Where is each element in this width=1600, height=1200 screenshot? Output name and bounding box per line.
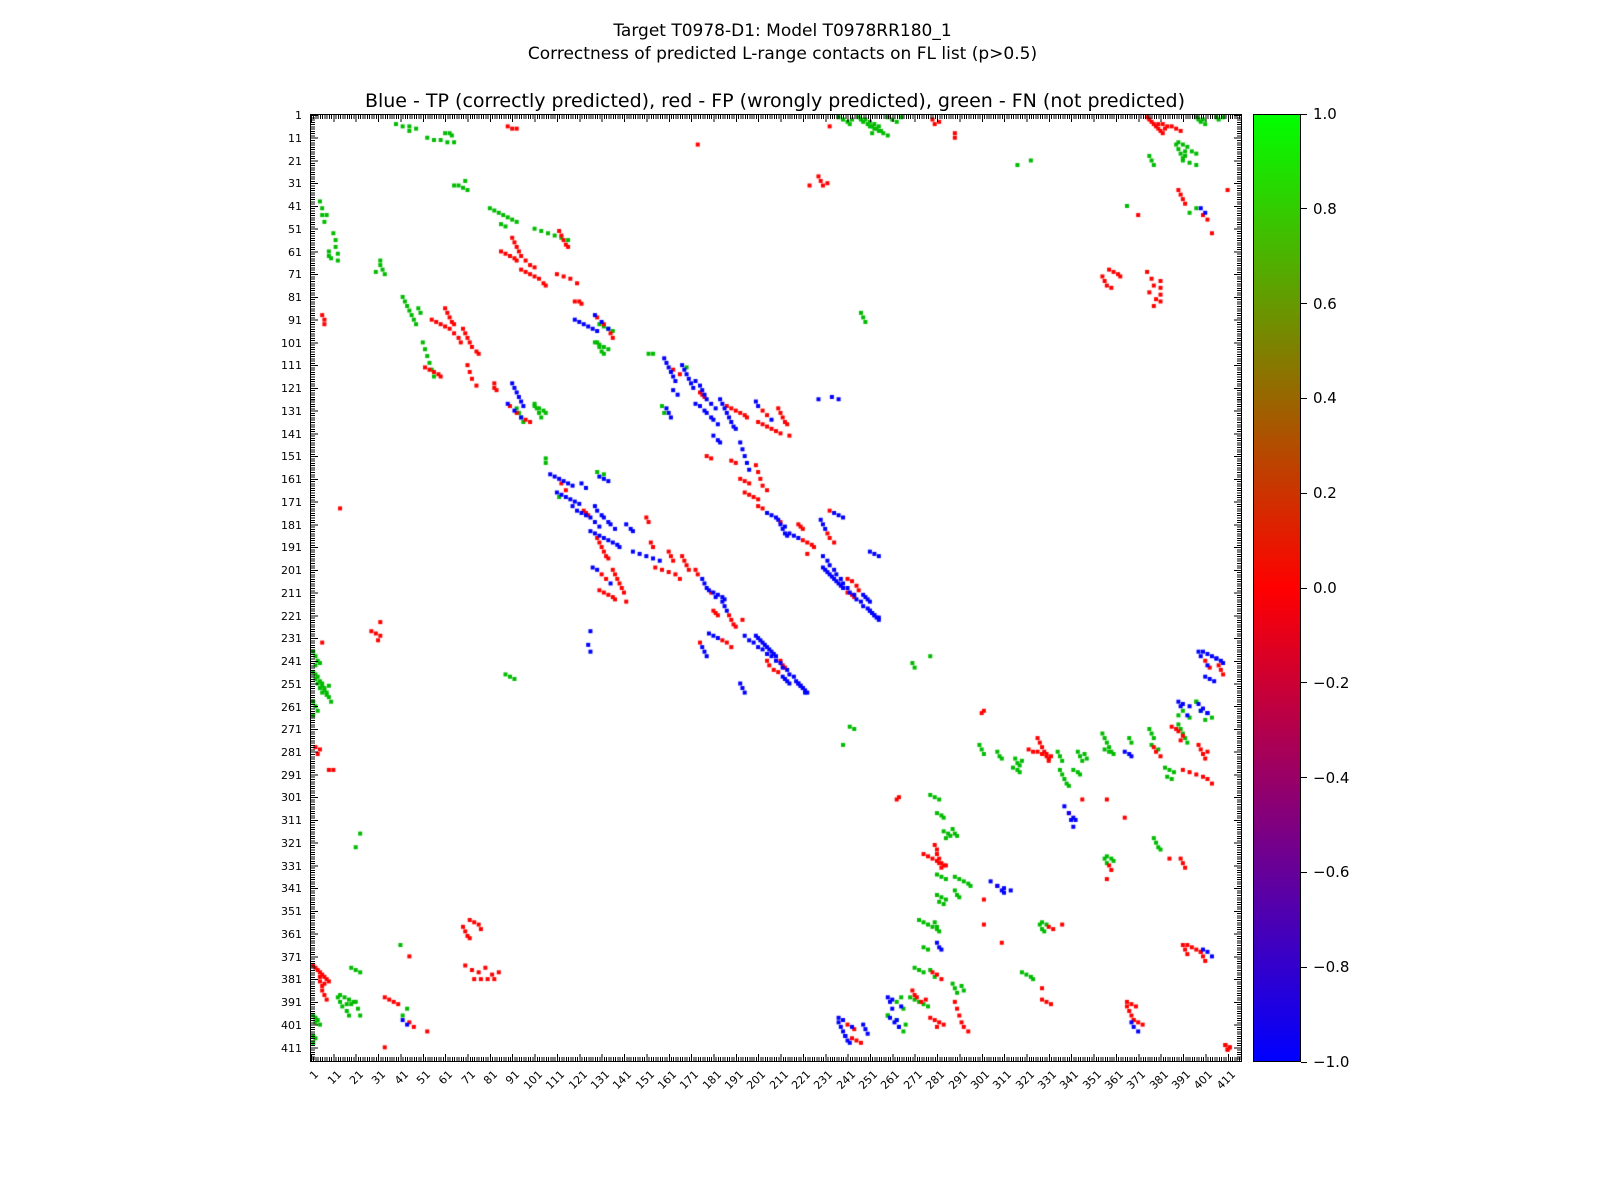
y-tick-label: 311 <box>281 814 302 828</box>
y-tick-label: 251 <box>281 677 302 691</box>
y-tick-label: 241 <box>281 655 302 669</box>
y-tick-label: 91 <box>288 313 302 327</box>
y-tick-label: 11 <box>288 132 302 145</box>
y-tick-label: 111 <box>281 359 302 373</box>
y-tick-label: 1 <box>295 109 302 123</box>
colorbar-tick-label: 0.6 <box>1313 294 1337 313</box>
y-tick-label: 171 <box>281 495 302 509</box>
colorbar-tick-mark <box>1301 303 1307 305</box>
colorbar-tick-label: −0.4 <box>1313 768 1350 787</box>
colorbar-gradient <box>1253 114 1301 1062</box>
colorbar-tick-label: −1.0 <box>1313 1053 1350 1071</box>
y-tick-label: 351 <box>281 905 302 919</box>
y-tick-label: 301 <box>281 791 302 805</box>
y-tick-label: 101 <box>281 336 302 350</box>
y-tick-label: 141 <box>281 427 302 441</box>
colorbar-tick-mark <box>1301 113 1307 115</box>
colorbar-tick-mark <box>1301 682 1307 684</box>
colorbar-tick-label: 0.8 <box>1313 199 1337 218</box>
figure-title-line2: Correctness of predicted L-range contact… <box>527 44 1038 64</box>
y-tick-label: 371 <box>281 950 302 964</box>
axes-title-legend: Blue - TP (correctly predicted), red - F… <box>364 90 1186 112</box>
colorbar-tick-mark <box>1301 777 1307 779</box>
y-tick-label: 221 <box>281 609 302 623</box>
y-tick-label: 331 <box>281 859 302 873</box>
y-tick-label: 31 <box>288 177 302 191</box>
colorbar-tick-mark <box>1301 492 1307 494</box>
y-tick-label: 61 <box>288 245 302 259</box>
contact-map-canvas <box>311 115 1241 1061</box>
y-tick-label: 361 <box>281 927 302 941</box>
plot-area <box>310 114 1242 1062</box>
colorbar-tick-label: 0.0 <box>1313 579 1337 597</box>
y-tick-label: 161 <box>281 473 302 487</box>
y-tick-label: 291 <box>281 768 302 782</box>
colorbar-tick-mark <box>1301 966 1307 968</box>
y-tick-label: 231 <box>281 632 302 646</box>
y-tick-label: 321 <box>281 836 302 850</box>
y-tick-label: 281 <box>281 746 302 759</box>
colorbar-tick-mark <box>1301 208 1307 210</box>
y-tick-label: 181 <box>281 518 302 532</box>
colorbar-tick-label: −0.2 <box>1313 673 1350 692</box>
y-tick-label: 121 <box>281 382 302 396</box>
y-tick-label: 51 <box>288 222 302 236</box>
colorbar-tick-label: −0.8 <box>1313 958 1350 977</box>
y-tick-label: 71 <box>288 268 302 282</box>
colorbar-tick-label: 1.0 <box>1313 105 1337 123</box>
y-tick-label: 151 <box>281 450 302 464</box>
colorbar-tick-label: −0.6 <box>1313 863 1350 882</box>
y-tick-label: 191 <box>281 541 302 555</box>
colorbar-tick-label: 0.2 <box>1313 484 1337 503</box>
y-tick-label: 211 <box>281 586 302 600</box>
y-tick-label: 261 <box>281 700 302 714</box>
y-tick-label: 411 <box>281 1041 302 1055</box>
y-tick-label: 201 <box>281 564 302 578</box>
y-tick-label: 391 <box>281 996 302 1010</box>
y-tick-label: 401 <box>281 1018 302 1032</box>
y-tick-label: 41 <box>288 200 302 214</box>
colorbar-tick-mark <box>1301 1061 1307 1063</box>
y-tick-label: 381 <box>281 973 302 987</box>
figure-title-line1: Target T0978-D1: Model T0978RR180_1 <box>613 21 952 41</box>
y-tick-label: 81 <box>288 291 302 305</box>
colorbar-tick-mark <box>1301 397 1307 399</box>
y-tick-label: 341 <box>281 882 302 896</box>
y-tick-label: 271 <box>281 723 302 737</box>
colorbar-tick-label: 0.4 <box>1313 389 1337 408</box>
y-tick-label: 131 <box>281 404 302 418</box>
colorbar-tick-mark <box>1301 587 1307 589</box>
y-tick-label: 21 <box>288 154 302 168</box>
colorbar-tick-mark <box>1301 871 1307 873</box>
